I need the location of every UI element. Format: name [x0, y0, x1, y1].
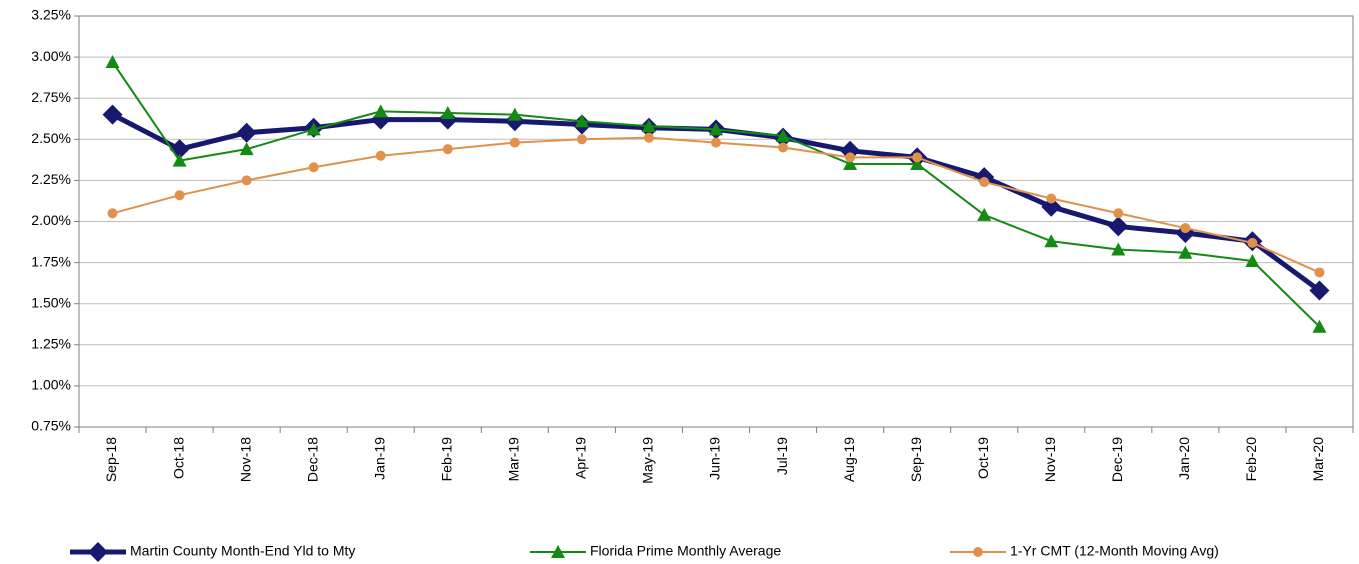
- data-point: [102, 104, 123, 125]
- x-tick-label: Jul-19: [774, 437, 790, 475]
- data-point: [1108, 216, 1129, 237]
- data-point: [442, 144, 453, 155]
- series-line: [112, 136, 1320, 274]
- data-point: [711, 137, 721, 148]
- y-tick-label: 2.50%: [31, 130, 71, 146]
- data-point: [843, 156, 858, 170]
- data-point: [437, 109, 458, 130]
- x-tick-label: Mar-19: [506, 437, 522, 482]
- y-tick-label: 1.50%: [31, 294, 71, 310]
- data-point: [776, 129, 791, 143]
- data-point: [239, 142, 254, 156]
- data-point: [1314, 267, 1325, 278]
- x-tick-label: Sep-19: [908, 437, 924, 482]
- x-tick-label: Jan-19: [371, 437, 387, 480]
- x-tick-label: Dec-19: [1109, 437, 1125, 482]
- x-tick-label: Nov-19: [1042, 437, 1058, 482]
- y-tick-label: 1.75%: [31, 253, 71, 269]
- y-tick-label: 3.25%: [31, 7, 71, 23]
- data-point: [1113, 208, 1124, 219]
- data-point: [778, 142, 789, 153]
- y-tick-label: 1.25%: [31, 336, 71, 352]
- data-point: [912, 152, 923, 163]
- x-tick-label: Oct-18: [170, 437, 186, 479]
- y-tick-label: 1.00%: [31, 377, 71, 393]
- data-point: [641, 119, 656, 133]
- data-point: [308, 162, 319, 173]
- data-point: [1247, 237, 1258, 248]
- y-tick-label: 2.75%: [31, 89, 71, 105]
- y-tick-label: 2.00%: [31, 212, 71, 228]
- data-point: [507, 107, 522, 121]
- data-point: [174, 190, 185, 201]
- data-point: [1041, 196, 1062, 217]
- data-point: [1111, 242, 1126, 256]
- x-tick-label: Jun-19: [707, 437, 723, 480]
- data-point: [373, 104, 388, 118]
- data-point: [574, 114, 589, 128]
- data-point: [107, 208, 118, 219]
- data-point: [979, 177, 990, 188]
- x-tick-label: Dec-18: [304, 437, 320, 482]
- plot-frame: [78, 15, 1354, 428]
- y-tick-label: 3.00%: [31, 48, 71, 64]
- x-tick-label: Mar-20: [1310, 437, 1326, 482]
- legend-label: Martin County Month-End Yld to Mty: [130, 543, 355, 559]
- data-point: [306, 122, 321, 136]
- data-point: [236, 122, 257, 143]
- data-point: [709, 122, 723, 136]
- x-tick-label: Aug-19: [841, 437, 857, 482]
- data-point: [1312, 319, 1327, 333]
- data-point: [105, 55, 120, 69]
- legend-marker: [88, 542, 108, 562]
- data-point: [977, 207, 992, 221]
- data-point: [1309, 280, 1330, 301]
- data-point: [910, 156, 925, 170]
- x-tick-label: Sep-18: [103, 437, 119, 482]
- data-point: [241, 175, 252, 186]
- legend-label: 1-Yr CMT (12-Month Moving Avg): [1010, 543, 1219, 559]
- data-point: [576, 134, 587, 145]
- x-tick-label: Oct-19: [975, 437, 991, 479]
- x-tick-label: Apr-19: [573, 437, 589, 479]
- x-tick-label: Feb-19: [438, 437, 454, 482]
- data-point: [1178, 245, 1193, 259]
- y-tick-label: 0.75%: [31, 418, 71, 434]
- data-point: [440, 105, 455, 119]
- legend-marker: [551, 545, 565, 558]
- series-line: [111, 61, 1321, 328]
- x-tick-label: Jan-20: [1176, 437, 1192, 480]
- x-tick-label: Feb-20: [1243, 437, 1259, 482]
- y-tick-label: 2.25%: [31, 171, 71, 187]
- data-point: [643, 132, 654, 143]
- x-tick-label: Nov-18: [237, 437, 253, 482]
- data-point: [509, 137, 520, 148]
- legend-label: Florida Prime Monthly Average: [590, 543, 781, 559]
- data-point: [172, 153, 187, 167]
- data-point: [375, 150, 386, 161]
- data-point: [1245, 253, 1260, 267]
- data-point: [1044, 234, 1059, 248]
- data-point: [1046, 193, 1057, 204]
- legend-marker: [973, 547, 983, 557]
- data-point: [1180, 223, 1191, 234]
- data-point: [504, 111, 525, 132]
- data-point: [845, 152, 856, 163]
- x-tick-label: May-19: [640, 437, 656, 484]
